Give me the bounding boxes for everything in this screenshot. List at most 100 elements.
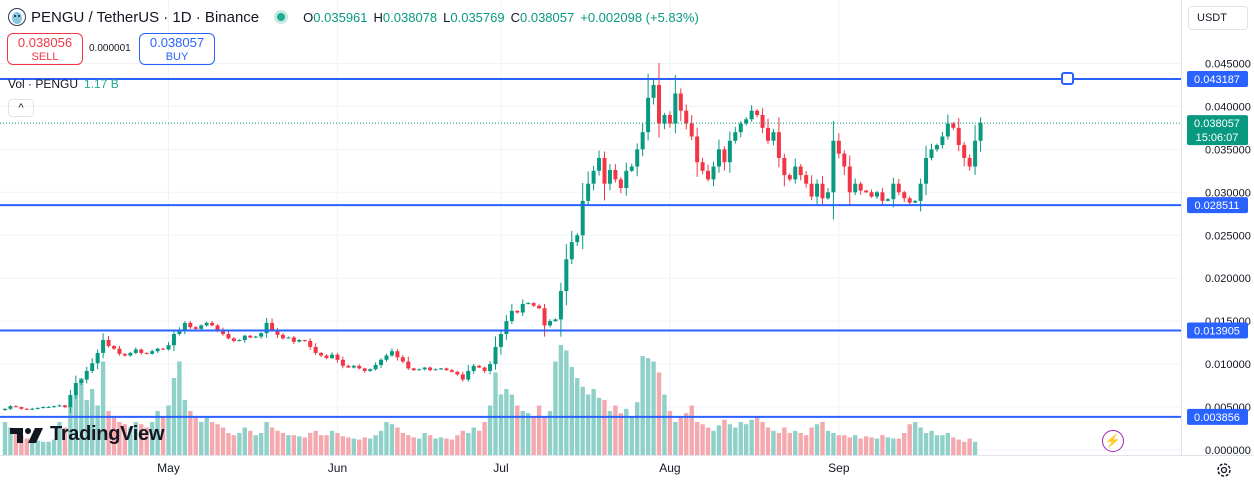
candle-body (319, 352, 324, 356)
candle-body (144, 352, 149, 354)
candle-body (711, 166, 716, 180)
open-value: 0.035961 (313, 9, 368, 25)
volume-bar (46, 441, 51, 455)
lightning-icon[interactable]: ⚡ (1102, 430, 1124, 452)
volume-bar (765, 427, 771, 455)
volume-bar (8, 427, 13, 455)
horizontal-line-price-label: 0.028511 (1194, 200, 1239, 212)
collapse-legend-button[interactable]: ^ (8, 99, 34, 117)
candle-body (493, 346, 498, 365)
candle-body (308, 340, 313, 347)
candle-body (330, 354, 334, 359)
volume-bar (286, 435, 291, 455)
candle-body (934, 145, 939, 150)
volume-bar (744, 424, 749, 455)
volume-bar (798, 433, 803, 455)
horizontal-line-price-tag (1187, 197, 1248, 214)
candle-body (891, 183, 896, 200)
candle-body (133, 349, 138, 353)
candle-body (379, 359, 384, 365)
candle-body (766, 127, 770, 141)
volume-bar (444, 438, 449, 455)
candle-body (253, 336, 258, 338)
price-tick-label: 0.025000 (1205, 230, 1251, 242)
volume-bar (308, 433, 313, 455)
volume-bar (547, 411, 553, 455)
volume-bar (842, 435, 847, 455)
candle-body (504, 321, 509, 335)
candle-body (662, 114, 667, 124)
line-drag-handle[interactable] (1061, 72, 1074, 86)
volume-legend[interactable]: Vol · PENGU 1.17 B (8, 77, 119, 91)
volume-bar (662, 394, 667, 455)
candle-body (406, 361, 411, 369)
candle-body (918, 183, 923, 201)
gear-icon[interactable] (1214, 460, 1234, 480)
volume-bar (313, 430, 318, 455)
candle-body (569, 242, 574, 260)
candle-body (221, 329, 225, 335)
volume-bar (438, 437, 444, 455)
volume-bar (684, 413, 689, 455)
volume-bar (324, 435, 329, 455)
candle-body (733, 132, 738, 141)
candle-body (793, 166, 798, 180)
candle-body (204, 322, 209, 326)
candle-body (471, 365, 476, 371)
buy-button[interactable]: 0.038057 BUY (139, 33, 215, 65)
volume-bar (367, 438, 373, 455)
volume-bar (139, 424, 144, 455)
candle-body (90, 363, 95, 371)
volume-bar (972, 441, 978, 455)
candle-body (738, 123, 743, 133)
candle-body (41, 407, 46, 409)
candle-body (586, 183, 591, 201)
candle-body (237, 340, 242, 342)
candle-body (242, 335, 247, 341)
candle-body (389, 351, 394, 356)
volume-bar (95, 405, 100, 455)
candle-body (607, 169, 612, 184)
time-tick-label: Sep (828, 461, 850, 475)
candle-body (951, 123, 956, 128)
candle-body (913, 200, 918, 203)
candle-body (760, 114, 765, 128)
candle-body (264, 322, 269, 334)
sell-button[interactable]: 0.038056 SELL (7, 33, 83, 65)
candle-body (924, 157, 929, 184)
candle-body (340, 359, 345, 366)
volume-bar (275, 430, 280, 455)
volume-bar (651, 361, 656, 455)
candle-body (548, 321, 552, 326)
volume-bar (689, 405, 694, 455)
volume-bar (629, 416, 634, 455)
volume-bar (237, 433, 242, 455)
volume-bar (711, 430, 716, 455)
candle-body (161, 348, 166, 350)
volume-bar (335, 433, 340, 455)
pengu-logo-icon (8, 8, 26, 26)
volume-bar (384, 422, 389, 455)
volume-bar (466, 433, 471, 455)
candle-body (885, 199, 890, 201)
volume-bar (433, 438, 438, 455)
volume-bar (84, 400, 89, 455)
candle-body (400, 357, 405, 362)
candle-body (313, 346, 318, 353)
market-status-dot[interactable] (277, 13, 286, 21)
candle-body (618, 179, 623, 189)
symbol-title[interactable]: PENGU / TetherUS · 1D · Binance (31, 8, 260, 26)
candle-body (417, 369, 422, 371)
volume-bar (809, 427, 814, 455)
candle-body (651, 84, 656, 98)
volume-bar (188, 411, 193, 455)
sell-price: 0.038056 (17, 35, 73, 50)
currency-selector[interactable]: USDT (1188, 6, 1248, 30)
candle-body (373, 364, 378, 370)
candle-body (231, 338, 236, 341)
tradingview-logo[interactable]: TradingView (10, 423, 164, 446)
volume-bar (226, 433, 231, 455)
volume-bar (400, 433, 406, 455)
